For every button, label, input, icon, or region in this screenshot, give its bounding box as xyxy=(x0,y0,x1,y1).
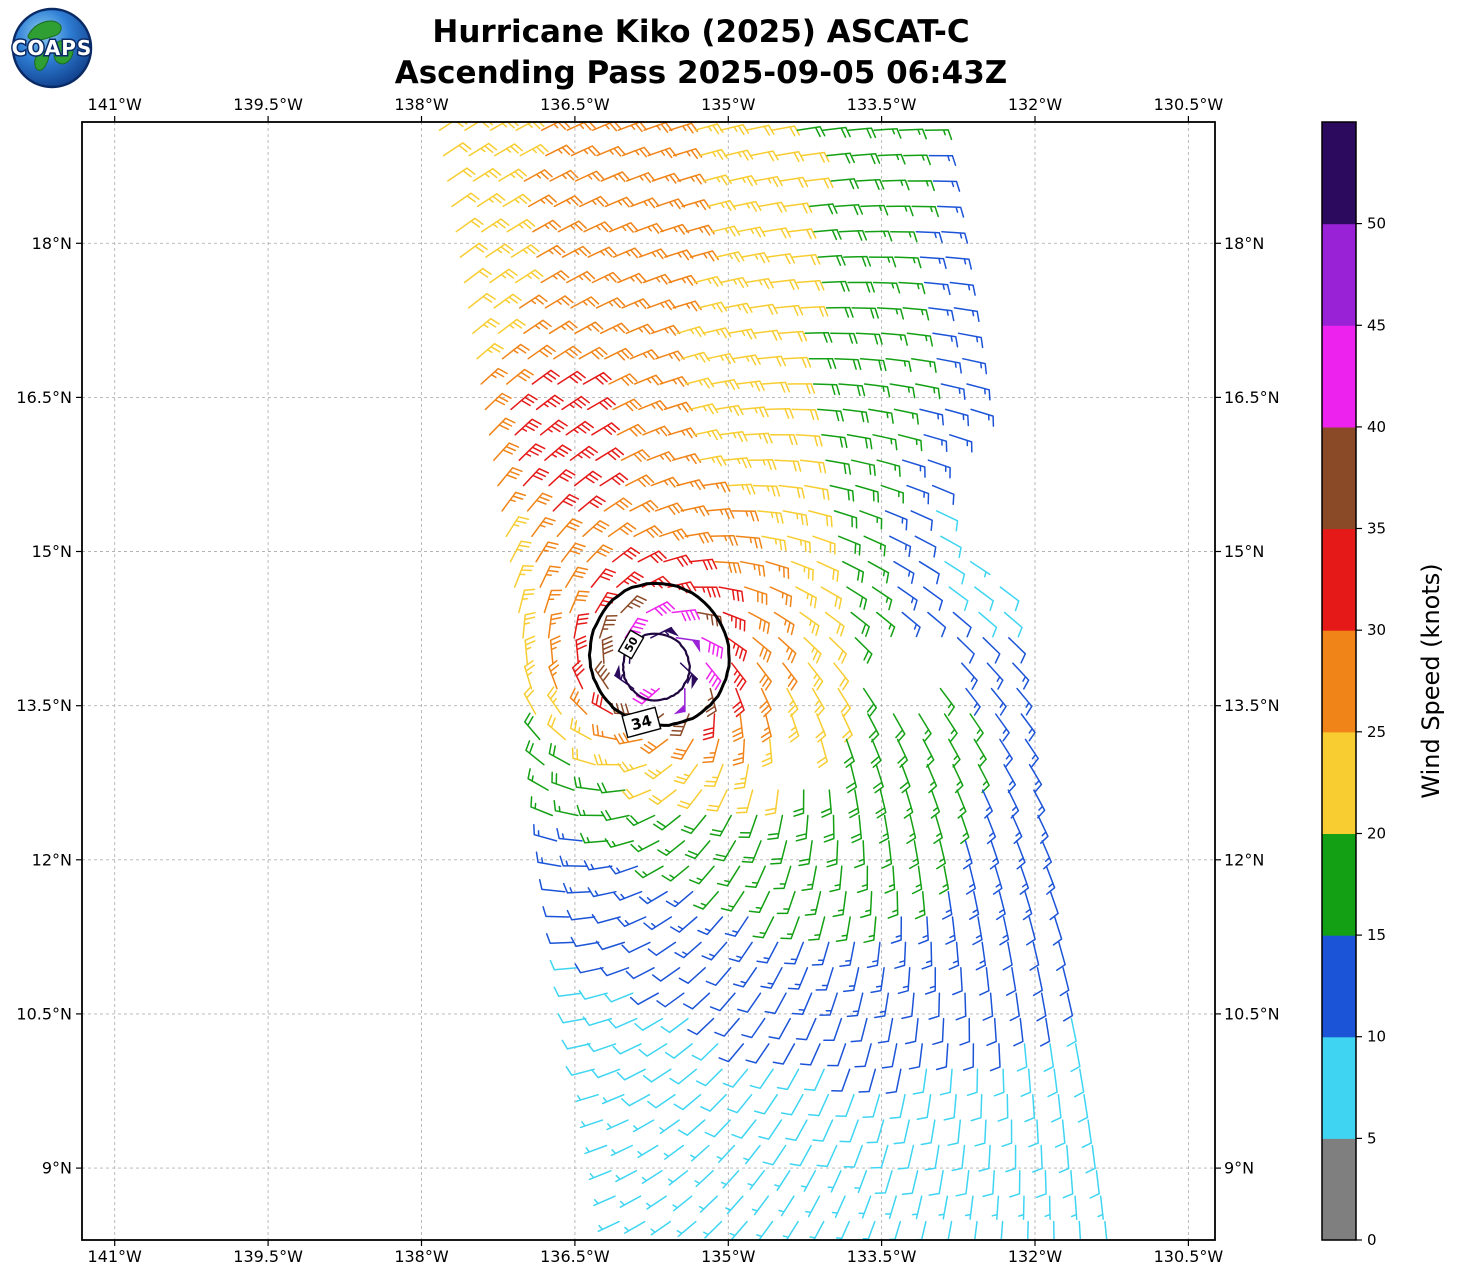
svg-text:16.5°N: 16.5°N xyxy=(16,388,72,407)
svg-text:13.5°N: 13.5°N xyxy=(16,696,72,715)
svg-text:9°N: 9°N xyxy=(1224,1159,1254,1178)
wind-barbs-layer xyxy=(438,122,1108,1240)
contour-label: 34 xyxy=(621,706,662,739)
svg-text:138°W: 138°W xyxy=(394,1247,449,1264)
svg-text:132°W: 132°W xyxy=(1008,95,1063,114)
plot-border xyxy=(81,121,1216,1241)
svg-text:13.5°N: 13.5°N xyxy=(1224,696,1280,715)
svg-text:40: 40 xyxy=(1367,418,1386,436)
svg-text:5: 5 xyxy=(1367,1129,1377,1147)
title-line-1: Hurricane Kiko (2025) ASCAT-C xyxy=(432,14,970,50)
svg-text:133.5°W: 133.5°W xyxy=(847,1247,917,1264)
contour-layer: 34 50 xyxy=(587,581,731,739)
svg-text:10.5°N: 10.5°N xyxy=(1224,1004,1280,1023)
svg-text:130.5°W: 130.5°W xyxy=(1154,95,1224,114)
axes-layer: 141°W 141°W 139.5°W 139.5°W 138°W 138°W 136.5°… xyxy=(16,95,1279,1264)
svg-text:9°N: 9°N xyxy=(42,1159,72,1178)
svg-text:18°N: 18°N xyxy=(32,234,72,253)
globe-landmass-north xyxy=(27,20,62,42)
svg-text:141°W: 141°W xyxy=(88,1247,143,1264)
contour-label: 50 xyxy=(617,629,645,660)
svg-text:12°N: 12°N xyxy=(1224,850,1264,869)
svg-text:130.5°W: 130.5°W xyxy=(1154,1247,1224,1264)
svg-text:10: 10 xyxy=(1367,1028,1386,1046)
svg-text:18°N: 18°N xyxy=(1224,234,1264,253)
svg-text:133.5°W: 133.5°W xyxy=(847,95,917,114)
svg-text:135°W: 135°W xyxy=(701,95,756,114)
svg-text:30: 30 xyxy=(1367,621,1386,639)
svg-text:16.5°N: 16.5°N xyxy=(1224,388,1280,407)
colorbar: 0 5 10 15 20 25 30 35 40 45 50 xyxy=(1321,121,1386,1249)
svg-text:10.5°N: 10.5°N xyxy=(16,1004,72,1023)
colorbar-label: Wind Speed (knots) xyxy=(1417,563,1445,799)
svg-text:20: 20 xyxy=(1367,825,1386,843)
svg-text:15°N: 15°N xyxy=(1224,542,1264,561)
svg-text:141°W: 141°W xyxy=(88,95,143,114)
svg-text:132°W: 132°W xyxy=(1008,1247,1063,1264)
svg-text:139.5°W: 139.5°W xyxy=(233,95,303,114)
svg-text:45: 45 xyxy=(1367,316,1386,334)
chart-title: Hurricane Kiko (2025) ASCAT-C Ascending … xyxy=(0,12,1402,94)
svg-text:136.5°W: 136.5°W xyxy=(540,1247,610,1264)
svg-text:35: 35 xyxy=(1367,520,1386,538)
logo-text: COAPS xyxy=(12,36,93,60)
coaps-logo: COAPS xyxy=(10,6,94,94)
svg-text:138°W: 138°W xyxy=(394,95,449,114)
title-line-2: Ascending Pass 2025-09-05 06:43Z xyxy=(394,54,1008,91)
svg-text:25: 25 xyxy=(1367,723,1386,741)
svg-text:0: 0 xyxy=(1367,1231,1377,1249)
globe-landmass-east xyxy=(53,40,74,65)
svg-text:34: 34 xyxy=(629,711,654,734)
svg-text:15: 15 xyxy=(1367,926,1386,944)
svg-text:135°W: 135°W xyxy=(701,1247,756,1264)
svg-text:50: 50 xyxy=(1367,215,1386,233)
globe-landmass-south xyxy=(34,51,49,71)
svg-text:12°N: 12°N xyxy=(32,850,72,869)
svg-text:15°N: 15°N xyxy=(32,542,72,561)
coaps-logo-svg: COAPS xyxy=(10,7,93,89)
svg-text:139.5°W: 139.5°W xyxy=(233,1247,303,1264)
svg-text:136.5°W: 136.5°W xyxy=(540,95,610,114)
